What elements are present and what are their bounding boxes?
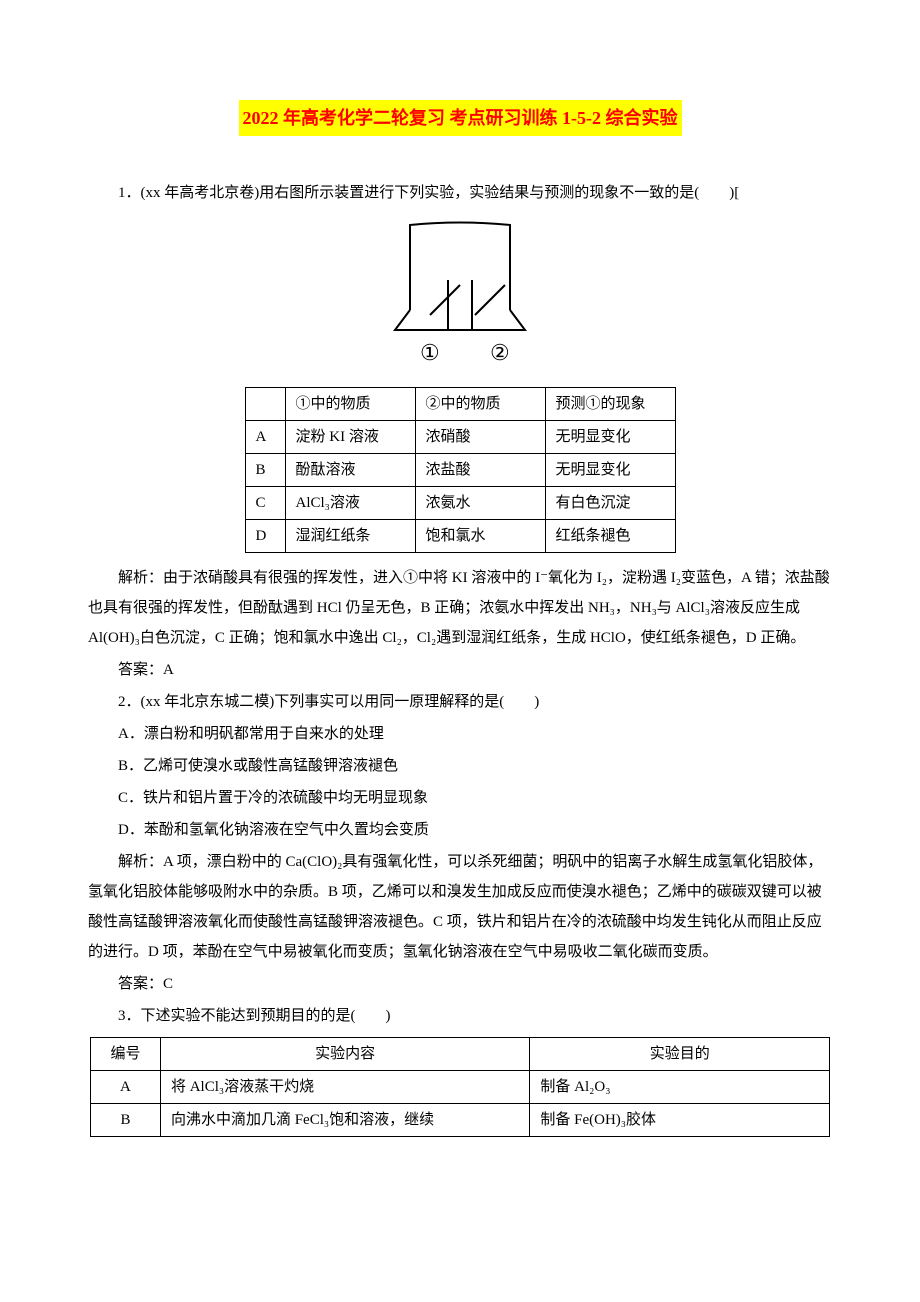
svg-text:②: ② [490, 340, 510, 365]
table-cell: 酚酞溶液 [285, 454, 415, 487]
q1-th-3: 预测①的现象 [545, 388, 675, 421]
table-cell: 向沸水中滴加几滴 FeCl₃饱和溶液，继续 [160, 1104, 529, 1137]
q2-answer: 答案：C [88, 969, 832, 999]
q1-th-blank [245, 388, 285, 421]
q3-th-0: 编号 [91, 1038, 161, 1071]
q2-opt-a: A．漂白粉和明矾都常用于自来水的处理 [88, 719, 832, 749]
table-cell: B [91, 1104, 161, 1137]
table-cell: 浓氨水 [415, 487, 545, 520]
flask-diagram-icon: ① ② [375, 220, 545, 370]
q2-opt-d: D．苯酚和氢氧化钠溶液在空气中久置均会变质 [88, 815, 832, 845]
table-cell: D [245, 520, 285, 553]
table-cell: 有白色沉淀 [545, 487, 675, 520]
table-cell: 浓硝酸 [415, 421, 545, 454]
table-cell: 淀粉 KI 溶液 [285, 421, 415, 454]
q1-explain: 解析：由于浓硝酸具有很强的挥发性，进入①中将 KI 溶液中的 I⁻氧化为 I₂，… [88, 563, 832, 653]
table-cell: 饱和氯水 [415, 520, 545, 553]
table-cell: C [245, 487, 285, 520]
table-cell: 红纸条褪色 [545, 520, 675, 553]
table-cell: 将 AlCl₃溶液蒸干灼烧 [160, 1071, 529, 1104]
table-cell: 浓盐酸 [415, 454, 545, 487]
table-cell: B [245, 454, 285, 487]
q3-table: 编号 实验内容 实验目的 A 将 AlCl₃溶液蒸干灼烧 制备 Al₂O₃ B … [90, 1037, 830, 1137]
table-cell: AlCl₃溶液 [285, 487, 415, 520]
table-cell: 无明显变化 [545, 421, 675, 454]
page-title: 2022 年高考化学二轮复习 考点研习训练 1-5-2 综合实验 [239, 100, 682, 136]
table-cell: 制备 Fe(OH)₃胶体 [530, 1104, 830, 1137]
q1-answer: 答案：A [88, 655, 832, 685]
q2-opt-c: C．铁片和铝片置于冷的浓硫酸中均无明显现象 [88, 783, 832, 813]
q3-stem: 3．下述实验不能达到预期目的的是( ) [88, 1001, 832, 1031]
q1-table: ①中的物质 ②中的物质 预测①的现象 A 淀粉 KI 溶液 浓硝酸 无明显变化 … [245, 387, 676, 553]
table-cell: A [91, 1071, 161, 1104]
table-cell: 无明显变化 [545, 454, 675, 487]
q2-explain: 解析：A 项，漂白粉中的 Ca(ClO)₂具有强氧化性，可以杀死细菌；明矾中的铝… [88, 847, 832, 967]
table-cell: A [245, 421, 285, 454]
svg-text:①: ① [420, 340, 440, 365]
q2-stem: 2．(xx 年北京东城二模)下列事实可以用同一原理解释的是( ) [88, 687, 832, 717]
q3-th-1: 实验内容 [160, 1038, 529, 1071]
q2-opt-b: B．乙烯可使溴水或酸性高锰酸钾溶液褪色 [88, 751, 832, 781]
q1-th-1: ①中的物质 [285, 388, 415, 421]
q1-th-2: ②中的物质 [415, 388, 545, 421]
q1-diagram: ① ② [88, 220, 832, 381]
q1-stem: 1．(xx 年高考北京卷)用右图所示装置进行下列实验，实验结果与预测的现象不一致… [88, 178, 832, 208]
q3-th-2: 实验目的 [530, 1038, 830, 1071]
table-cell: 制备 Al₂O₃ [530, 1071, 830, 1104]
table-cell: 湿润红纸条 [285, 520, 415, 553]
